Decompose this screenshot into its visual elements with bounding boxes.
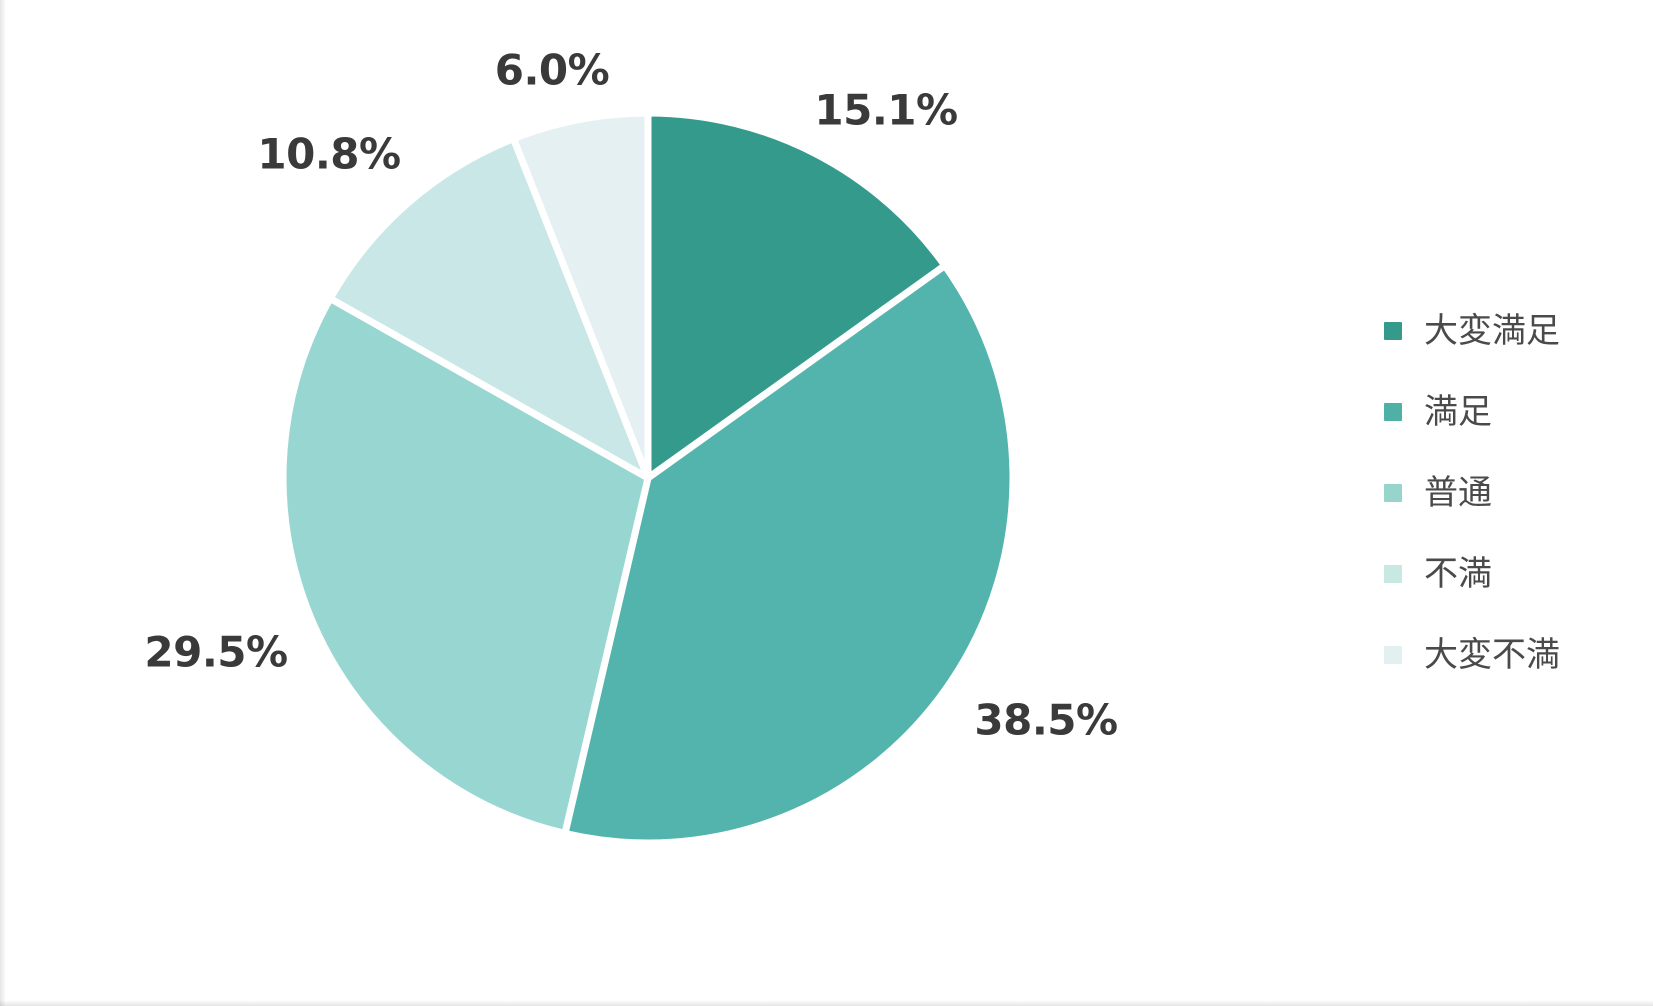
pie-svg [279,109,1017,847]
legend-swatch-icon [1384,483,1402,502]
slice-percentage-label: 10.8% [257,129,401,179]
slice-percentage-label: 15.1% [814,85,958,135]
pie-slice-group [279,109,1017,847]
legend: 大変満足満足普通不満大変不満 [1384,290,1644,695]
legend-swatch-icon [1384,402,1402,421]
pie-plot-area: 15.1% 38.5% 29.5% 10.8% 6.0% [144,45,1119,847]
legend-item-label: 普通 [1424,472,1492,513]
legend-item[interactable]: 大変不満 [1384,614,1644,695]
pie-slice[interactable] [326,135,652,482]
legend-item-label: 満足 [1424,391,1492,432]
pie-slice[interactable] [279,294,652,837]
pie-slice[interactable] [561,262,1017,847]
legend-swatch-icon [1384,321,1402,340]
slice-percentage-label: 38.5% [974,695,1118,745]
slice-percentage-label: 6.0% [494,45,610,95]
legend-swatch-icon [1384,645,1402,664]
legend-item-label: 不満 [1424,553,1492,594]
pie-slice[interactable] [510,109,652,482]
legend-item[interactable]: 満足 [1384,371,1644,452]
legend-item[interactable]: 不満 [1384,533,1644,614]
legend-swatch-icon [1384,564,1402,583]
pie-slice[interactable] [644,109,949,482]
legend-item[interactable]: 普通 [1384,452,1644,533]
slice-percentage-label: 29.5% [144,627,288,677]
legend-item-label: 大変不満 [1424,634,1560,675]
legend-item[interactable]: 大変満足 [1384,290,1644,371]
legend-item-label: 大変満足 [1424,310,1560,351]
